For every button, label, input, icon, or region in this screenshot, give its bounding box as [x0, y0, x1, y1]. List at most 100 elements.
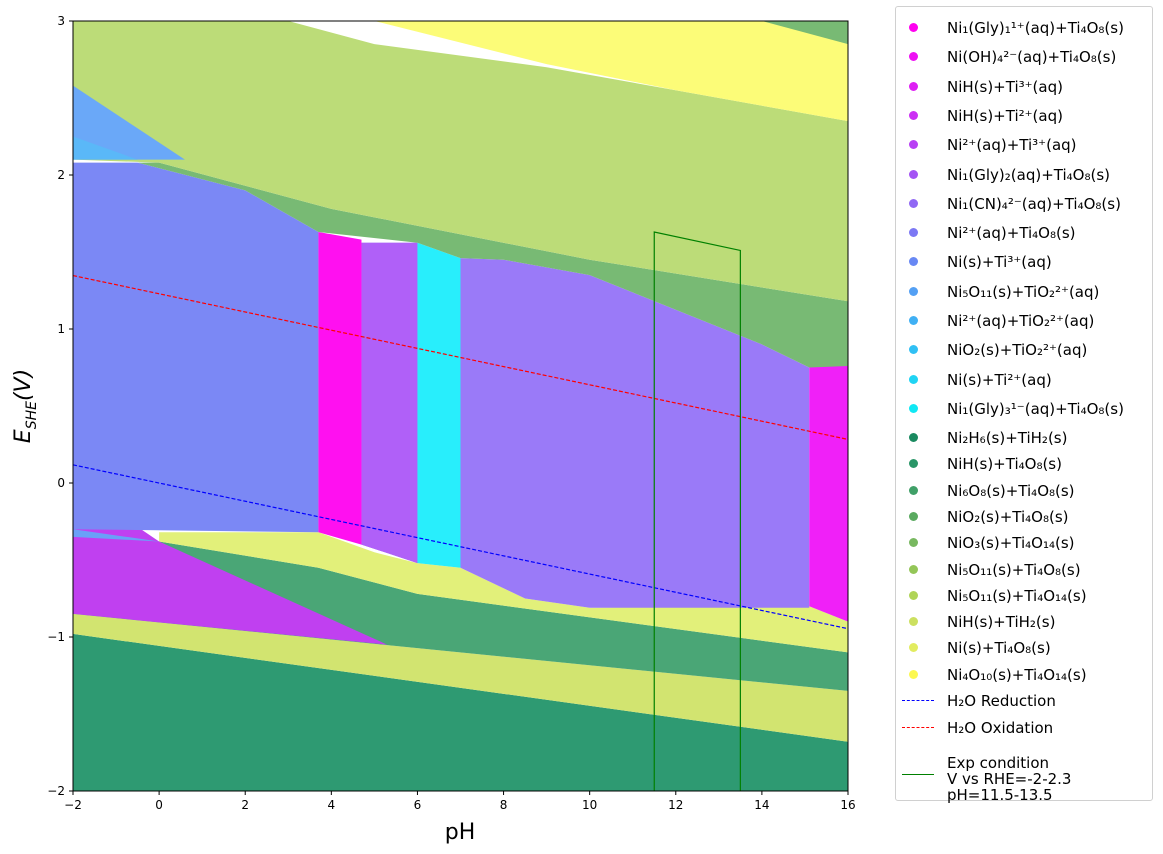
y-tick-label: 2	[57, 168, 65, 182]
legend-marker-dot	[909, 52, 918, 62]
region-4	[73, 483, 388, 645]
legend-marker-dot	[909, 198, 918, 208]
y-axis-ticks: −2 −1 0 1 2 3	[47, 14, 73, 798]
line-h2o-oxidation	[72, 274, 849, 441]
legend-marker-dot	[909, 669, 918, 679]
region-9	[361, 242, 418, 564]
plot-frame	[72, 20, 849, 792]
x-tick-label: 14	[754, 798, 769, 812]
legend-item: NiO₂(s)+TiO₂²⁺(aq)	[896, 339, 1152, 361]
x-tick-label: 2	[241, 798, 249, 812]
legend-marker-dot	[909, 538, 918, 548]
legend-label: Ni(s)+Ti²⁺(aq)	[947, 370, 1052, 389]
y-tick-label: 1	[57, 322, 65, 336]
legend: Ni₁(Gly)₁¹⁺(aq)+Ti₄O₈(s) Ni(OH)₄²⁻(aq)+Ti…	[895, 6, 1153, 803]
legend-item: Ni₁(Gly)₁¹⁺(aq)+Ti₄O₈(s)	[896, 17, 1152, 39]
legend-marker-dot	[909, 257, 918, 267]
legend-marker-dot	[909, 403, 918, 413]
legend-item: NiH(s)+Ti²⁺(aq)	[896, 105, 1152, 127]
phase-regions	[73, 21, 849, 791]
legend-item: Ni²⁺(aq)+TiO₂²⁺(aq)	[896, 310, 1152, 332]
legend-marker-dot	[909, 643, 918, 653]
x-tick-label: 16	[840, 798, 855, 812]
legend-item: Ni₁(Gly)₃¹⁻(aq)+Ti₄O₈(s)	[896, 398, 1152, 420]
legend-label: Ni₂H₆(s)+TiH₂(s)	[947, 429, 1068, 447]
legend-label: NiH(s)+Ti²⁺(aq)	[947, 106, 1063, 125]
legend-label: Ni₁(Gly)₁¹⁺(aq)+Ti₄O₈(s)	[947, 19, 1124, 37]
legend-marker-dot	[909, 564, 918, 574]
legend-label: Exp condition V vs RHE=-2-2.3 pH=11.5-13…	[947, 754, 1072, 804]
legend-label: Ni(s)+Ti³⁺(aq)	[947, 253, 1052, 272]
legend-item: H₂O Oxidation	[896, 717, 1152, 739]
legend-marker-dot	[909, 459, 918, 469]
legend-label: Ni²⁺(aq)+TiO₂²⁺(aq)	[947, 312, 1095, 330]
legend-label: NiH(s)+Ti³⁺(aq)	[947, 77, 1063, 96]
x-tick-label: 12	[668, 798, 683, 812]
legend-marker-line	[902, 700, 934, 701]
legend-label: NiH(s)+TiH₂(s)	[947, 613, 1056, 632]
legend-marker-dot	[909, 617, 918, 627]
y-tick-label: 3	[57, 14, 65, 28]
legend-item: Ni(OH)₄²⁻(aq)+Ti₄O₈(s)	[896, 46, 1152, 68]
region-12	[809, 365, 848, 622]
reference-lines	[72, 231, 849, 791]
legend-label: Ni₅O₁₁(s)+TiO₂²⁺(aq)	[947, 282, 1100, 301]
region-18	[761, 21, 848, 45]
legend-item: Ni₁(CN)₄²⁻(aq)+Ti₄O₈(s)	[896, 193, 1152, 215]
legend-item: NiO₃(s)+Ti₄O₁₄(s)	[896, 532, 1152, 554]
legend-marker-dot	[909, 140, 918, 150]
legend-item: Ni₂H₆(s)+TiH₂(s)	[896, 427, 1152, 449]
x-tick-label: 0	[155, 798, 163, 812]
region-13	[137, 162, 849, 368]
legend-item: Ni²⁺(aq)+Ti₄O₈(s)	[896, 222, 1152, 244]
legend-marker-line	[902, 727, 934, 728]
legend-marker-dot	[909, 316, 918, 325]
legend-label: H₂O Reduction	[947, 692, 1056, 710]
legend-marker-dot	[909, 374, 918, 384]
legend-label: Ni₄O₁₀(s)+Ti₄O₁₄(s)	[947, 665, 1087, 684]
y-tick-label: −2	[47, 784, 65, 798]
legend-label: Ni₆O₈(s)+Ti₄O₈(s)	[947, 481, 1075, 500]
legend-label: Ni₁(Gly)₃¹⁻(aq)+Ti₄O₈(s)	[947, 399, 1124, 418]
legend-item: Ni₁(Gly)₂(aq)+Ti₄O₈(s)	[896, 164, 1152, 186]
line-exp-condition	[653, 231, 741, 791]
y-tick-label: 0	[57, 476, 65, 490]
legend-item: NiH(s)+Ti₄O₈(s)	[896, 453, 1152, 475]
region-17	[374, 21, 848, 122]
legend-marker-dot	[909, 169, 918, 179]
legend-label: NiO₃(s)+Ti₄O₁₄(s)	[947, 534, 1075, 553]
x-axis-ticks: −2 0 2 4 6 8 10 12 14 16	[64, 791, 856, 812]
region-10	[318, 231, 362, 545]
legend-label: NiO₂(s)+Ti₄O₈(s)	[947, 507, 1069, 526]
legend-marker-line	[902, 774, 934, 775]
region-14	[73, 21, 848, 302]
legend-item: Exp condition V vs RHE=-2-2.3 pH=11.5-13…	[896, 753, 1152, 803]
legend-marker-dot	[909, 81, 918, 91]
y-tick-label: −1	[47, 630, 65, 644]
legend-item: Ni₆O₈(s)+Ti₄O₈(s)	[896, 480, 1152, 502]
legend-marker-dot	[909, 228, 918, 238]
region-15	[73, 85, 185, 160]
legend-item: H₂O Reduction	[896, 690, 1152, 712]
legend-item: Ni₅O₁₁(s)+TiO₂²⁺(aq)	[896, 281, 1152, 303]
legend-label: Ni₅O₁₁(s)+Ti₄O₁₄(s)	[947, 586, 1087, 605]
legend-item: Ni₅O₁₁(s)+Ti₄O₁₄(s)	[896, 585, 1152, 607]
legend-item: Ni(s)+Ti³⁺(aq)	[896, 251, 1152, 273]
x-tick-label: 10	[582, 798, 597, 812]
legend-item: Ni₅O₁₁(s)+Ti₄O₈(s)	[896, 559, 1152, 581]
legend-marker-dot	[909, 110, 918, 120]
x-tick-label: 6	[414, 798, 422, 812]
legend-label: Ni₁(CN)₄²⁻(aq)+Ti₄O₈(s)	[947, 194, 1121, 213]
y-axis-title: ESHE(V)	[11, 369, 40, 443]
legend-marker-dot	[909, 286, 918, 296]
legend-marker-dot	[909, 590, 918, 600]
legend-item: Ni(s)+Ti₄O₈(s)	[896, 637, 1152, 659]
region-8	[460, 258, 810, 608]
legend-label: NiH(s)+Ti₄O₈(s)	[947, 455, 1062, 474]
legend-item: Ni²⁺(aq)+Ti³⁺(aq)	[896, 134, 1152, 156]
legend-label: Ni(s)+Ti₄O₈(s)	[947, 639, 1051, 658]
x-axis-title: pH	[445, 820, 476, 845]
legend-item: NiH(s)+TiH₂(s)	[896, 611, 1152, 633]
legend-label: Ni²⁺(aq)+Ti₄O₈(s)	[947, 224, 1076, 243]
